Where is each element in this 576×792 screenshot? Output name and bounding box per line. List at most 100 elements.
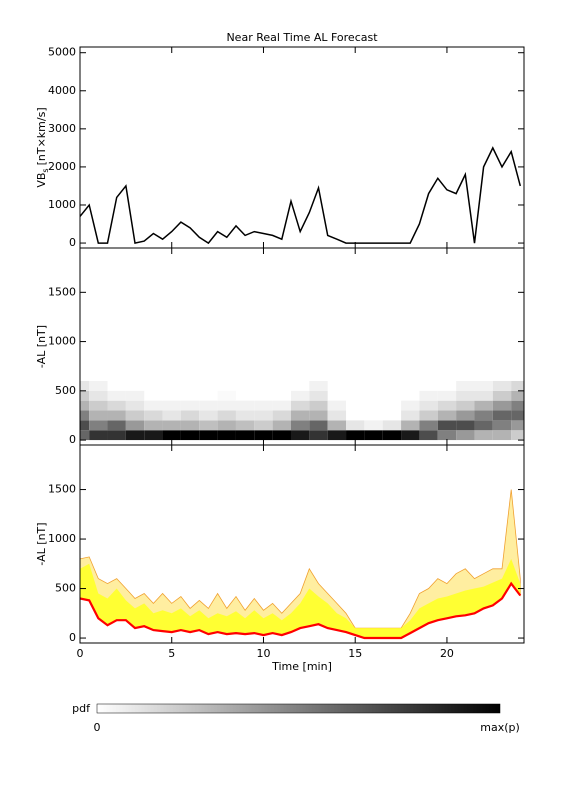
- heat-cell: [456, 380, 475, 391]
- heat-cell: [364, 430, 383, 441]
- heat-cell: [309, 380, 328, 391]
- heat-cell: [309, 410, 328, 421]
- heat-cell: [346, 430, 365, 441]
- data-line: [80, 146, 522, 245]
- heat-cell: [456, 410, 475, 421]
- x-tick-label: 10: [256, 647, 270, 660]
- chart-title: Near Real Time AL Forecast: [226, 31, 378, 44]
- heat-cell: [382, 430, 402, 441]
- colorbar-min-label: 0: [94, 721, 101, 734]
- heat-cell: [180, 420, 200, 431]
- heat-cell: [125, 400, 145, 411]
- heat-cell: [80, 400, 90, 411]
- heat-cell: [474, 390, 493, 401]
- axes-frame: [79, 46, 525, 249]
- heat-cell: [419, 390, 438, 401]
- y-tick-label: 1500: [48, 483, 76, 496]
- heat-cell: [272, 400, 291, 411]
- heat-cell: [89, 390, 108, 401]
- x-axis-label: Time [min]: [271, 660, 332, 673]
- heat-cell: [511, 390, 524, 401]
- heat-cell: [364, 420, 383, 431]
- heat-cell: [107, 400, 126, 411]
- heat-cell: [217, 420, 236, 431]
- y-tick-label: 4000: [48, 84, 76, 97]
- heat-cell: [492, 390, 512, 401]
- heat-cell: [290, 420, 310, 431]
- y-tick-label: 1000: [48, 532, 76, 545]
- x-tick-label: 5: [168, 647, 175, 660]
- heat-cell: [235, 410, 255, 421]
- x-tick-label: 20: [440, 647, 454, 660]
- heat-cell: [419, 410, 438, 421]
- y-axis-label: VBs [nT×km/s]: [35, 107, 50, 187]
- heat-cell: [272, 430, 291, 441]
- y-tick-label: 3000: [48, 122, 76, 135]
- y-tick-label: 2000: [48, 160, 76, 173]
- heat-cell: [217, 400, 236, 411]
- y-tick-label: 500: [55, 384, 76, 397]
- heat-cell: [456, 430, 475, 441]
- heat-cell: [511, 380, 524, 391]
- heat-cell: [89, 410, 108, 421]
- colorbar-max-label: max(p): [480, 721, 520, 734]
- heat-cell: [309, 400, 328, 411]
- heat-cell: [107, 390, 126, 401]
- heat-cell: [80, 380, 90, 391]
- colorbar: [96, 703, 501, 714]
- plot-area: [80, 380, 524, 441]
- heat-cell: [89, 420, 108, 431]
- y-tick-label: 500: [55, 582, 76, 595]
- heat-cell: [235, 420, 255, 431]
- heat-cell: [107, 410, 126, 421]
- y-tick-label: 5000: [48, 46, 76, 59]
- y-tick-label: 1000: [48, 198, 76, 211]
- heat-cell: [511, 420, 524, 431]
- heat-cell: [180, 400, 200, 411]
- y-tick-label: 0: [69, 433, 76, 446]
- heat-cell: [272, 410, 291, 421]
- data-line: [80, 581, 522, 640]
- heat-cell: [125, 420, 145, 431]
- heat-cell: [419, 400, 438, 411]
- y-tick-label: 0: [69, 631, 76, 644]
- heat-cell: [80, 410, 90, 421]
- heat-cell: [162, 410, 181, 421]
- heat-cell: [290, 400, 310, 411]
- heat-cell: [474, 400, 493, 411]
- heat-cell: [327, 410, 347, 421]
- heat-cell: [401, 400, 420, 411]
- y-axis-label: -AL [nT]: [35, 325, 48, 368]
- heat-cell: [511, 410, 524, 421]
- y-axis-label-main: -AL [nT]: [35, 325, 48, 368]
- heat-cell: [290, 410, 310, 421]
- heat-cell: [89, 380, 108, 391]
- heat-cell: [144, 420, 163, 431]
- heat-cell: [125, 390, 145, 401]
- heat-cell: [327, 420, 347, 431]
- y-axis-label-unit: [nT×km/s]: [35, 107, 48, 165]
- heat-cell: [327, 430, 347, 441]
- heat-cell: [89, 430, 108, 441]
- y-axis-label-main: -AL [nT]: [35, 522, 48, 565]
- heat-cell: [80, 430, 90, 441]
- heat-cell: [474, 410, 493, 421]
- heat-cell: [419, 430, 438, 441]
- y-tick-label: 1000: [48, 335, 76, 348]
- heat-cell: [235, 430, 255, 441]
- heat-cell: [309, 430, 328, 441]
- heat-cell: [327, 400, 347, 411]
- heat-cell: [437, 430, 457, 441]
- heat-cell: [235, 400, 255, 411]
- heat-cell: [254, 420, 273, 431]
- heat-cell: [180, 430, 200, 441]
- heat-cell: [272, 420, 291, 431]
- heat-cell: [290, 430, 310, 441]
- heat-cell: [437, 400, 457, 411]
- heat-cell: [492, 430, 512, 441]
- heat-cell: [492, 400, 512, 411]
- heat-cell: [492, 420, 512, 431]
- heat-cell: [290, 390, 310, 401]
- heat-cell: [80, 420, 90, 431]
